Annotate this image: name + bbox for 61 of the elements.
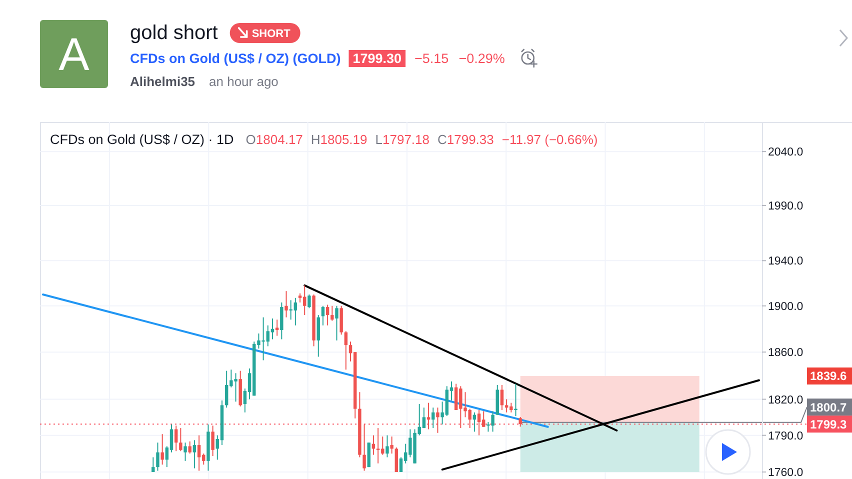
candlestick bbox=[362, 424, 366, 472]
candlestick bbox=[386, 434, 389, 458]
candlestick bbox=[514, 383, 518, 417]
candlestick bbox=[500, 384, 504, 411]
y-tick-label: 1940.0 bbox=[768, 256, 804, 268]
candlestick bbox=[284, 290, 288, 318]
candlestick bbox=[477, 410, 481, 436]
text: SHORT bbox=[252, 28, 291, 40]
ref-line-label: 1799.3 bbox=[810, 417, 848, 432]
text: Alihelmi35 bbox=[130, 74, 196, 89]
candlestick bbox=[321, 305, 325, 326]
candlestick bbox=[518, 416, 522, 428]
candlestick bbox=[174, 425, 178, 452]
candlestick bbox=[436, 407, 440, 434]
candlestick bbox=[399, 456, 403, 472]
annotation: −11.97 (−0.66%) bbox=[502, 132, 598, 147]
annotation: O1804.17 bbox=[246, 132, 303, 147]
text: −0.29% bbox=[458, 51, 505, 66]
candlestick bbox=[335, 305, 338, 341]
candlestick bbox=[188, 440, 192, 454]
text: A bbox=[58, 28, 90, 80]
candlestick bbox=[432, 407, 435, 429]
chart-subtitle: CFDs on Gold (US$ / OZ) (GOLD) bbox=[130, 51, 341, 66]
candlestick bbox=[308, 294, 311, 309]
annotation: C1799.33 bbox=[437, 132, 494, 147]
y-tick-label: 2040.0 bbox=[768, 146, 804, 159]
candlestick bbox=[316, 314, 320, 358]
y-tick-label: 1760.0 bbox=[768, 467, 804, 479]
text: −5.15 bbox=[414, 51, 449, 66]
candlestick bbox=[179, 428, 182, 452]
candlestick bbox=[344, 330, 348, 370]
candlestick bbox=[394, 446, 398, 472]
candlestick bbox=[298, 292, 302, 303]
candlestick bbox=[192, 440, 196, 469]
candlestick bbox=[211, 425, 214, 457]
candlestick bbox=[270, 318, 274, 340]
candlestick bbox=[376, 428, 380, 464]
annotation: L1797.18 bbox=[375, 132, 430, 147]
annotation: H1805.19 bbox=[310, 132, 368, 147]
y-tick-label: 1860.0 bbox=[768, 347, 804, 360]
y-tick-label: 1820.0 bbox=[768, 394, 804, 406]
candlestick bbox=[197, 434, 201, 472]
candlestick bbox=[275, 319, 279, 336]
band-label: 1839.6 bbox=[810, 369, 848, 384]
y-tick-label: 1900.0 bbox=[768, 300, 804, 313]
candlestick bbox=[156, 442, 160, 472]
y-tick-label: 1990.0 bbox=[768, 200, 804, 212]
candlestick bbox=[152, 456, 155, 472]
candlestick bbox=[330, 305, 334, 322]
ref-line-label: 1800.7 bbox=[810, 400, 848, 414]
candlestick bbox=[160, 434, 164, 466]
y-tick-label: 1790.0 bbox=[768, 430, 804, 442]
candlestick bbox=[280, 302, 284, 340]
candlestick bbox=[184, 442, 187, 462]
candlestick bbox=[326, 304, 330, 326]
annotation: CFDs on Gold (US$ / OZ) · 1D bbox=[50, 132, 234, 147]
chart-title: gold short bbox=[130, 22, 218, 44]
text: 1799.30 bbox=[352, 51, 402, 66]
text: an hour ago bbox=[209, 74, 278, 89]
candlestick bbox=[390, 436, 394, 454]
candlestick bbox=[426, 402, 430, 430]
